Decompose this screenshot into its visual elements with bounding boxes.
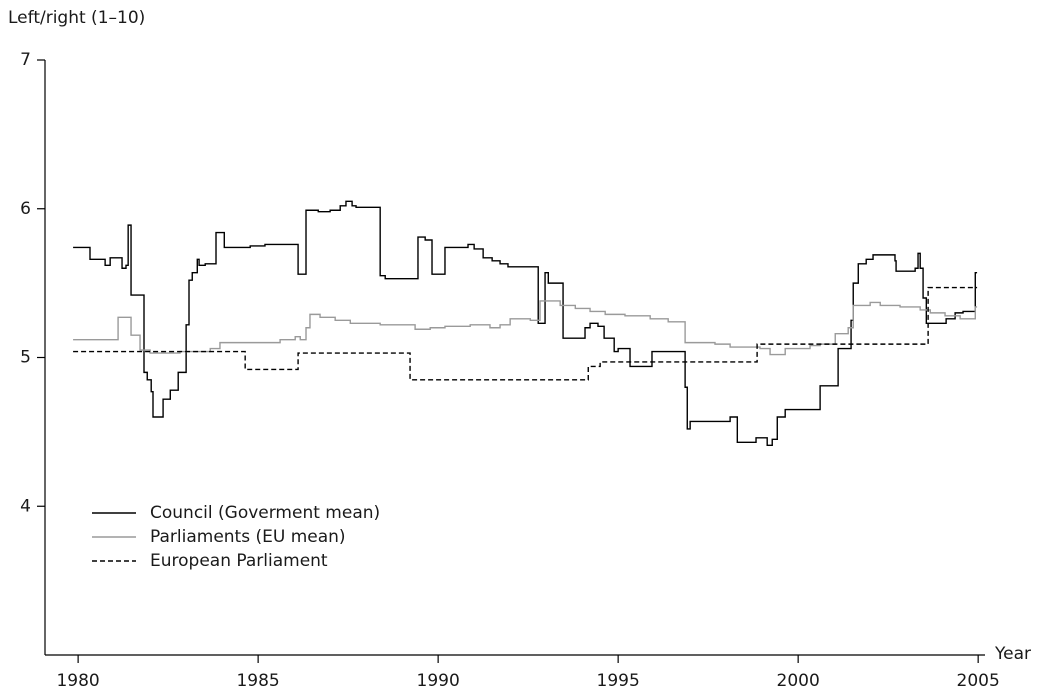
x-tick-label: 2005 xyxy=(957,671,1000,691)
x-tick-label: 1990 xyxy=(417,671,460,691)
y-axis-label: Left/right (1–10) xyxy=(8,8,145,28)
x-tick-label: 1980 xyxy=(56,671,99,691)
legend-label: Parliaments (EU mean) xyxy=(150,527,346,547)
x-axis-label: Year xyxy=(994,644,1031,664)
x-tick-label: 1985 xyxy=(236,671,279,691)
legend-label: Council (Goverment mean) xyxy=(150,503,380,523)
series-line xyxy=(73,200,978,446)
y-tick-label: 5 xyxy=(20,348,31,368)
y-tick-label: 4 xyxy=(20,496,31,516)
x-tick-label: 2000 xyxy=(777,671,820,691)
y-tick-label: 6 xyxy=(20,199,31,219)
series-line xyxy=(73,286,978,381)
series-line xyxy=(73,300,978,356)
x-tick-label: 1995 xyxy=(597,671,640,691)
legend-label: European Parliament xyxy=(150,551,328,571)
y-tick-label: 7 xyxy=(20,50,31,70)
